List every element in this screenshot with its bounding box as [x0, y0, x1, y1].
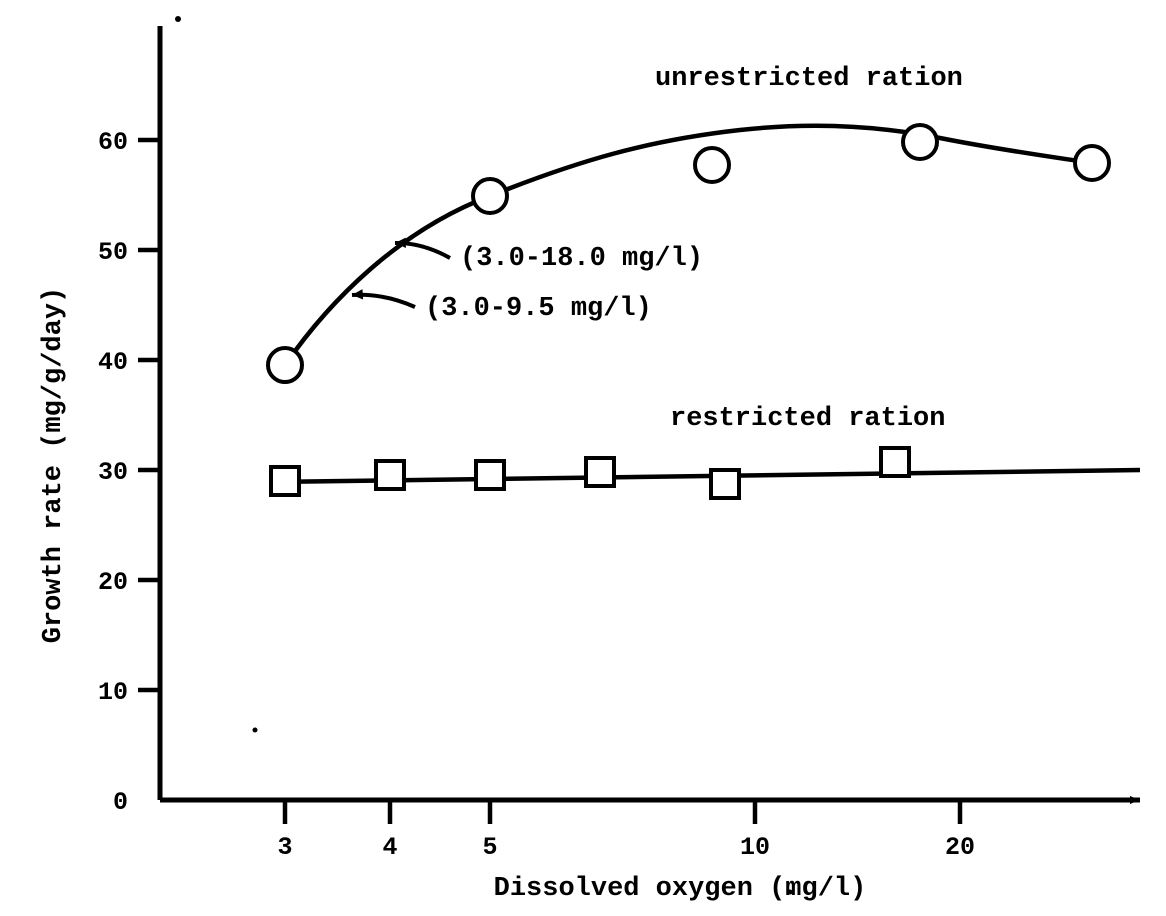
- restricted-marker: [476, 461, 504, 489]
- svg-text:20: 20: [945, 833, 975, 862]
- restricted-marker: [711, 470, 739, 498]
- unrestricted-marker: [903, 125, 937, 159]
- restricted-marker: [376, 461, 404, 489]
- restricted-marker: [881, 448, 909, 476]
- svg-text:40: 40: [98, 348, 128, 377]
- x-axis-label: Dissolved oxygen (mg/l): [494, 874, 867, 904]
- unrestricted-marker: [473, 179, 507, 213]
- svg-text:50: 50: [98, 238, 128, 267]
- unrestricted-label: unrestricted ration: [655, 64, 963, 94]
- svg-text:20: 20: [98, 568, 128, 597]
- svg-text:10: 10: [740, 833, 770, 862]
- svg-text:4: 4: [382, 833, 397, 862]
- growth-rate-chart: 0 10 20 30 40 50 60 3 4 5 10 20 Growth rate (mg/g/da…: [0, 0, 1166, 916]
- unrestricted-marker: [268, 348, 302, 382]
- restricted-marker: [271, 467, 299, 495]
- unrestricted-marker: [1075, 146, 1109, 180]
- svg-text:3: 3: [277, 833, 292, 862]
- svg-text:0: 0: [113, 788, 128, 817]
- restricted-marker: [586, 458, 614, 486]
- annotation-label: (3.0-18.0 mg/l): [460, 244, 703, 274]
- svg-text:30: 30: [98, 458, 128, 487]
- restricted-label: restricted ration: [670, 404, 945, 434]
- svg-text:60: 60: [98, 128, 128, 157]
- y-axis-label: Growth rate (mg/g/day): [39, 287, 69, 643]
- svg-text:10: 10: [98, 678, 128, 707]
- svg-text:5: 5: [482, 833, 497, 862]
- unrestricted-marker: [695, 148, 729, 182]
- annotation-label: (3.0-9.5 mg/l): [425, 294, 652, 324]
